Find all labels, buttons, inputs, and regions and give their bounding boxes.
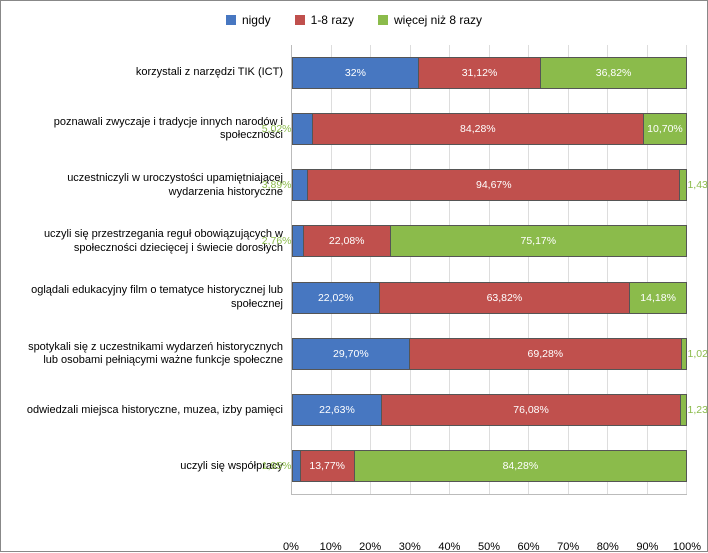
y-label: odwiedzali miejsca historyczne, muzea, i… bbox=[21, 383, 291, 439]
bar-segment-label: 84,28% bbox=[503, 460, 539, 472]
bar-segment-razy18: 69,28% bbox=[410, 339, 682, 369]
bar-segment-label: 76,08% bbox=[513, 404, 549, 416]
bar-segment-razy18: 31,12% bbox=[419, 58, 541, 88]
bar-segment-wiecej8: 10,70% bbox=[644, 114, 686, 144]
bar-track: 22,02% 63,82% 14,18% bbox=[292, 282, 687, 314]
y-label: uczyli się współpracy bbox=[21, 439, 291, 495]
y-label: oglądali edukacyjny film o tematyce hist… bbox=[21, 270, 291, 326]
chart-body: korzystali z narzędzi TIK (ICT)poznawali… bbox=[21, 45, 687, 495]
bar-row: 32% 31,12% 36,82% bbox=[292, 45, 687, 101]
x-tick-label: 80% bbox=[597, 541, 619, 553]
x-tick-label: 0% bbox=[283, 541, 299, 553]
bar-segment-razy18: 76,08% bbox=[382, 395, 681, 425]
bar-segment-label: 29,70% bbox=[333, 348, 369, 360]
bar-segment-nigdy: 5,02% bbox=[293, 114, 313, 144]
bar-track: 22,63% 76,08% 1,23% bbox=[292, 394, 687, 426]
bar-segment-label: 22,02% bbox=[318, 292, 354, 304]
bars: 32% 31,12% 36,82% 5,02% 84,28% 10,70% 3,89% 94,… bbox=[292, 45, 687, 494]
bar-row: 3,89% 94,67% 1,43% bbox=[292, 157, 687, 213]
legend: nigdy 1-8 razy więcej niż 8 razy bbox=[21, 13, 687, 27]
bar-segment-label: 1,43% bbox=[687, 179, 708, 191]
bar-segment-wiecej8: 75,17% bbox=[391, 226, 686, 256]
x-tick-label: 10% bbox=[320, 541, 342, 553]
bar-segment-label: 84,28% bbox=[460, 123, 496, 135]
legend-item-nigdy: nigdy bbox=[226, 13, 271, 27]
y-label: poznawali zwyczaje i tradycje innych nar… bbox=[21, 101, 291, 157]
bar-segment-label: 13,77% bbox=[309, 460, 345, 472]
legend-label-razy18: 1-8 razy bbox=[311, 13, 354, 27]
bar-segment-wiecej8: 36,82% bbox=[541, 58, 686, 88]
y-label: uczyli się przestrzegania reguł obowiązu… bbox=[21, 214, 291, 270]
chart-container: nigdy 1-8 razy więcej niż 8 razy korzyst… bbox=[0, 0, 708, 552]
bar-segment-razy18: 13,77% bbox=[301, 451, 355, 481]
bar-segment-razy18: 94,67% bbox=[308, 170, 680, 200]
bar-segment-label: 32% bbox=[345, 67, 366, 79]
plot-area: 32% 31,12% 36,82% 5,02% 84,28% 10,70% 3,89% 94,… bbox=[291, 45, 687, 495]
y-label: spotykali się z uczestnikami wydarzeń hi… bbox=[21, 326, 291, 382]
bar-segment-nigdy: 3,89% bbox=[293, 170, 308, 200]
x-tick-label: 40% bbox=[438, 541, 460, 553]
y-axis-labels: korzystali z narzędzi TIK (ICT)poznawali… bbox=[21, 45, 291, 495]
bar-track: 1,95% 13,77% 84,28% bbox=[292, 450, 687, 482]
bar-segment-nigdy: 2,76% bbox=[293, 226, 304, 256]
x-tick-label: 60% bbox=[518, 541, 540, 553]
bar-segment-razy18: 22,08% bbox=[304, 226, 391, 256]
bar-segment-label: 1,23% bbox=[687, 404, 708, 416]
x-tick-label: 90% bbox=[636, 541, 658, 553]
bar-track: 3,89% 94,67% 1,43% bbox=[292, 169, 687, 201]
y-label: uczestniczyli w uroczystości upamiętniaj… bbox=[21, 158, 291, 214]
bar-segment-wiecej8: 1,23% bbox=[681, 395, 686, 425]
y-label: korzystali z narzędzi TIK (ICT) bbox=[21, 45, 291, 101]
bar-segment-label: 75,17% bbox=[520, 235, 556, 247]
bar-track: 2,76% 22,08% 75,17% bbox=[292, 225, 687, 257]
bar-segment-label: 69,28% bbox=[528, 348, 564, 360]
bar-row: 1,95% 13,77% 84,28% bbox=[292, 438, 687, 494]
bar-segment-wiecej8: 1,02% bbox=[682, 339, 686, 369]
bar-segment-label: 5,02% bbox=[262, 123, 292, 135]
bar-segment-label: 63,82% bbox=[487, 292, 523, 304]
bar-segment-wiecej8: 1,43% bbox=[680, 170, 686, 200]
bar-segment-nigdy: 22,63% bbox=[293, 395, 382, 425]
bar-track: 32% 31,12% 36,82% bbox=[292, 57, 687, 89]
bar-segment-label: 31,12% bbox=[462, 67, 498, 79]
x-tick-label: 20% bbox=[359, 541, 381, 553]
x-tick-label: 30% bbox=[399, 541, 421, 553]
bar-segment-label: 14,18% bbox=[640, 292, 676, 304]
bar-segment-label: 22,08% bbox=[329, 235, 365, 247]
x-tick-label: 100% bbox=[673, 541, 701, 553]
bar-segment-label: 22,63% bbox=[319, 404, 355, 416]
legend-swatch-nigdy bbox=[226, 15, 236, 25]
x-tick-label: 50% bbox=[478, 541, 500, 553]
bar-row: 22,02% 63,82% 14,18% bbox=[292, 270, 687, 326]
bar-segment-razy18: 84,28% bbox=[313, 114, 644, 144]
bar-segment-nigdy: 22,02% bbox=[293, 283, 380, 313]
x-tick-label: 70% bbox=[557, 541, 579, 553]
bar-track: 5,02% 84,28% 10,70% bbox=[292, 113, 687, 145]
bar-segment-label: 10,70% bbox=[647, 123, 683, 135]
bar-segment-label: 2,76% bbox=[262, 235, 292, 247]
legend-item-wiecej8: więcej niż 8 razy bbox=[378, 13, 482, 27]
legend-label-nigdy: nigdy bbox=[242, 13, 271, 27]
legend-label-wiecej8: więcej niż 8 razy bbox=[394, 13, 482, 27]
legend-item-razy18: 1-8 razy bbox=[295, 13, 354, 27]
bar-segment-wiecej8: 14,18% bbox=[630, 283, 686, 313]
bar-segment-label: 1,95% bbox=[262, 460, 292, 472]
bar-row: 2,76% 22,08% 75,17% bbox=[292, 213, 687, 269]
bar-segment-label: 1,02% bbox=[687, 348, 708, 360]
bar-row: 29,70% 69,28% 1,02% bbox=[292, 326, 687, 382]
bar-segment-wiecej8: 84,28% bbox=[355, 451, 686, 481]
bar-track: 29,70% 69,28% 1,02% bbox=[292, 338, 687, 370]
bar-segment-razy18: 63,82% bbox=[380, 283, 631, 313]
bar-segment-label: 3,89% bbox=[262, 179, 292, 191]
bar-row: 22,63% 76,08% 1,23% bbox=[292, 382, 687, 438]
legend-swatch-razy18 bbox=[295, 15, 305, 25]
legend-swatch-wiecej8 bbox=[378, 15, 388, 25]
bar-segment-nigdy: 32% bbox=[293, 58, 419, 88]
bar-segment-nigdy: 29,70% bbox=[293, 339, 410, 369]
bar-segment-label: 94,67% bbox=[476, 179, 512, 191]
bar-segment-nigdy: 1,95% bbox=[293, 451, 301, 481]
bar-row: 5,02% 84,28% 10,70% bbox=[292, 101, 687, 157]
bar-segment-label: 36,82% bbox=[596, 67, 632, 79]
